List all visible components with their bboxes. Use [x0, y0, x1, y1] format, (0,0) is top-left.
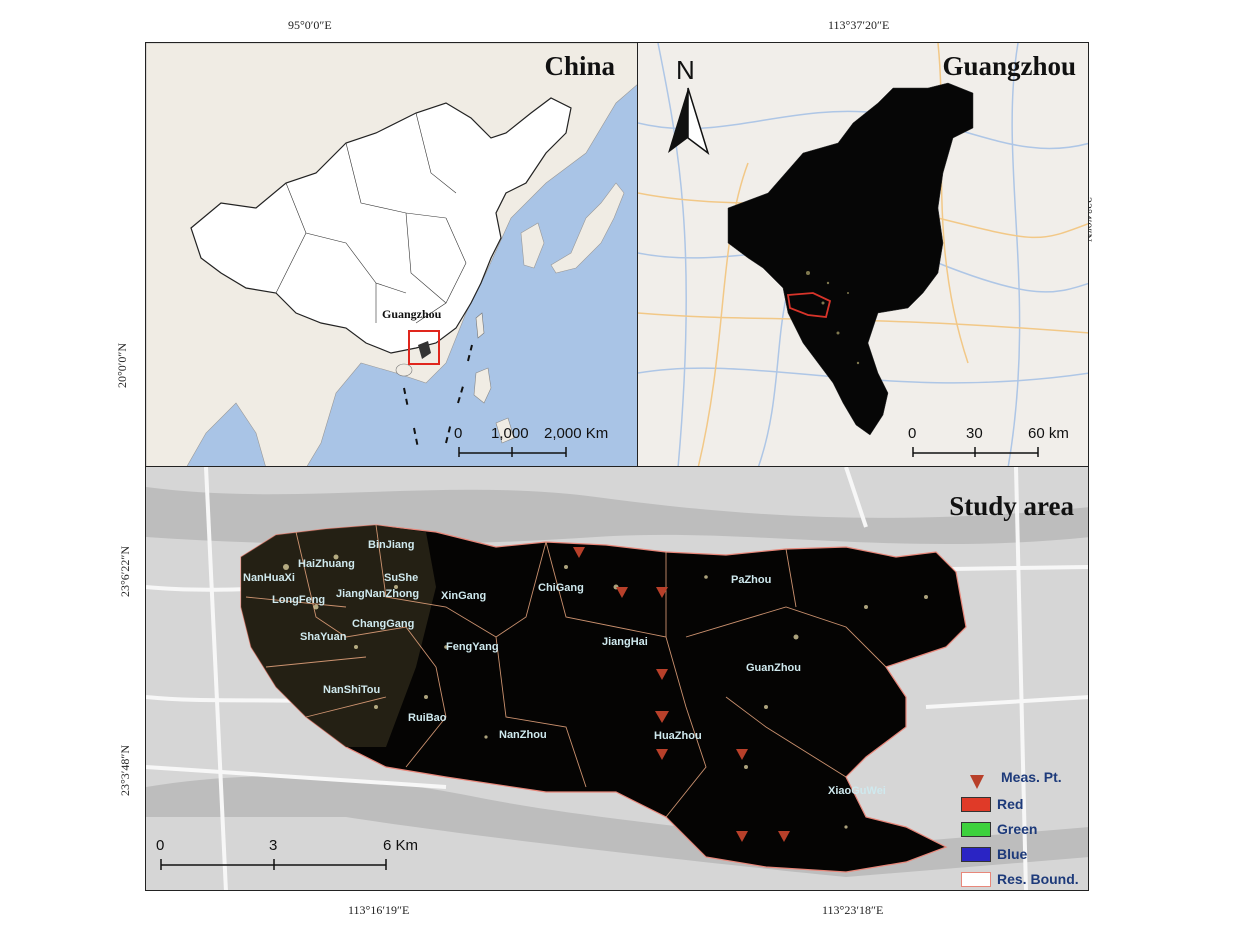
gz-scale-label-0: 0: [908, 425, 917, 442]
area-label-nanzhou: NanZhou: [499, 729, 547, 741]
coord-left-study-bottom: 23°3′48″N: [118, 744, 133, 797]
coord-left-study-top: 23°6′22″N: [118, 545, 133, 598]
area-label-shayuan: ShaYuan: [300, 631, 347, 643]
gz-scale-label-2: 60 km: [1028, 425, 1069, 442]
night-lights: [806, 271, 860, 365]
north-arrow-icon: [668, 87, 710, 155]
china-scale-label-0: 0: [454, 425, 463, 442]
legend-blue-swatch: [961, 847, 991, 862]
legend-green: Green: [997, 821, 1038, 837]
area-label-guanzhou: GuanZhou: [746, 662, 801, 674]
legend-red-swatch: [961, 797, 991, 812]
philippine-islands: [473, 367, 515, 444]
meas-point: [778, 831, 790, 842]
study-area-panel: HaiZhuang BinJiang NanHuaXi SuShe LongFe…: [145, 466, 1089, 891]
urban-lights-west: [241, 525, 436, 747]
meas-point: [656, 749, 668, 760]
coord-bottom-right: 113°23′18″E: [822, 903, 884, 917]
gz-scale-label-1: 30: [966, 425, 983, 442]
area-label-chigang: ChiGang: [538, 582, 584, 594]
china-map-panel: China Guangzhou 0 1,000 2,000 Km: [145, 42, 638, 467]
area-label-changgang: ChangGang: [352, 618, 414, 630]
area-label-jianghai: JiangHai: [602, 636, 648, 648]
meas-point: [573, 547, 585, 558]
legend: Meas. Pt. Red Green Blue Res. Bound.: [961, 765, 1088, 890]
guangzhou-boundary: [727, 82, 974, 436]
province-boundaries: [275, 112, 467, 324]
area-label-nanhuaxi: NanHuaXi: [243, 572, 295, 584]
legend-bound-swatch: [961, 872, 991, 887]
north-label: N: [676, 55, 695, 85]
area-label-huazhou: HuaZhou: [654, 730, 702, 742]
meas-point: [736, 831, 748, 842]
meas-point: [656, 669, 668, 680]
area-label-nanshitou: NanShiTou: [323, 684, 380, 696]
area-label-jiangnanzhong: JiangNanZhong: [336, 588, 419, 600]
meas-point: [616, 587, 628, 598]
guangzhou-locator-shape: [418, 341, 431, 359]
coord-top-left: 95°0′0″E: [288, 18, 332, 32]
coord-top-right: 113°37′20″E: [828, 18, 890, 32]
area-label-longfeng: LongFeng: [272, 594, 325, 606]
area-label-ruibao: RuiBao: [408, 712, 447, 724]
area-label-binjiang: BinJiang: [368, 539, 414, 551]
china-panel-title: China: [544, 51, 615, 81]
measurement-points: [573, 547, 790, 842]
meas-point: [656, 587, 668, 598]
study-area-map: HaiZhuang BinJiang NanHuaXi SuShe LongFe…: [146, 467, 1088, 890]
area-label-pazhou: PaZhou: [731, 574, 771, 586]
legend-green-swatch: [961, 822, 991, 837]
guangzhou-locator-box: [408, 330, 440, 365]
china-outline: [190, 97, 572, 354]
legend-bound: Res. Bound.: [997, 871, 1079, 887]
hainan-island: [395, 363, 413, 377]
meas-point: [655, 711, 669, 723]
meas-point: [736, 749, 748, 760]
area-label-xingang: XinGang: [441, 590, 486, 602]
china-scale-label-1: 1,000: [491, 425, 529, 442]
taiwan-island: [475, 312, 485, 339]
study-scale-label-2: 6 Km: [383, 837, 419, 854]
guangzhou-panel-title: Guangzhou: [942, 51, 1076, 81]
japan-island: [550, 182, 625, 274]
china-map: [146, 43, 637, 466]
legend-red: Red: [997, 796, 1024, 812]
legend-meas-pt: Meas. Pt.: [1001, 769, 1062, 785]
area-label-sushe: SuShe: [384, 572, 418, 584]
study-area-title: Study area: [949, 491, 1074, 521]
meas-pt-legend-icon: [970, 775, 984, 789]
coord-bottom-left: 113°16′19″E: [348, 903, 410, 917]
study-scale-label-1: 3: [269, 837, 278, 854]
guangzhou-map: [638, 43, 1088, 466]
china-scale-label-2: 2,000 Km: [544, 425, 609, 442]
study-scale-label-0: 0: [156, 837, 165, 854]
coord-left-china: 20°0′0″N: [115, 342, 130, 389]
night-lights-study: [283, 554, 928, 829]
area-label-xiaoguwei: XiaoGuWei: [828, 785, 886, 797]
legend-blue: Blue: [997, 846, 1028, 862]
area-label-fengyang: FengYang: [446, 641, 499, 653]
guangzhou-label: Guangzhou: [382, 307, 442, 321]
study-area-outline: [786, 292, 832, 318]
korea-peninsula: [520, 222, 545, 269]
area-label-haizhuang: HaiZhuang: [298, 558, 355, 570]
district-boundaries: [245, 524, 887, 818]
guangzhou-map-panel: Guangzhou N 0 30 60 km: [637, 42, 1089, 467]
